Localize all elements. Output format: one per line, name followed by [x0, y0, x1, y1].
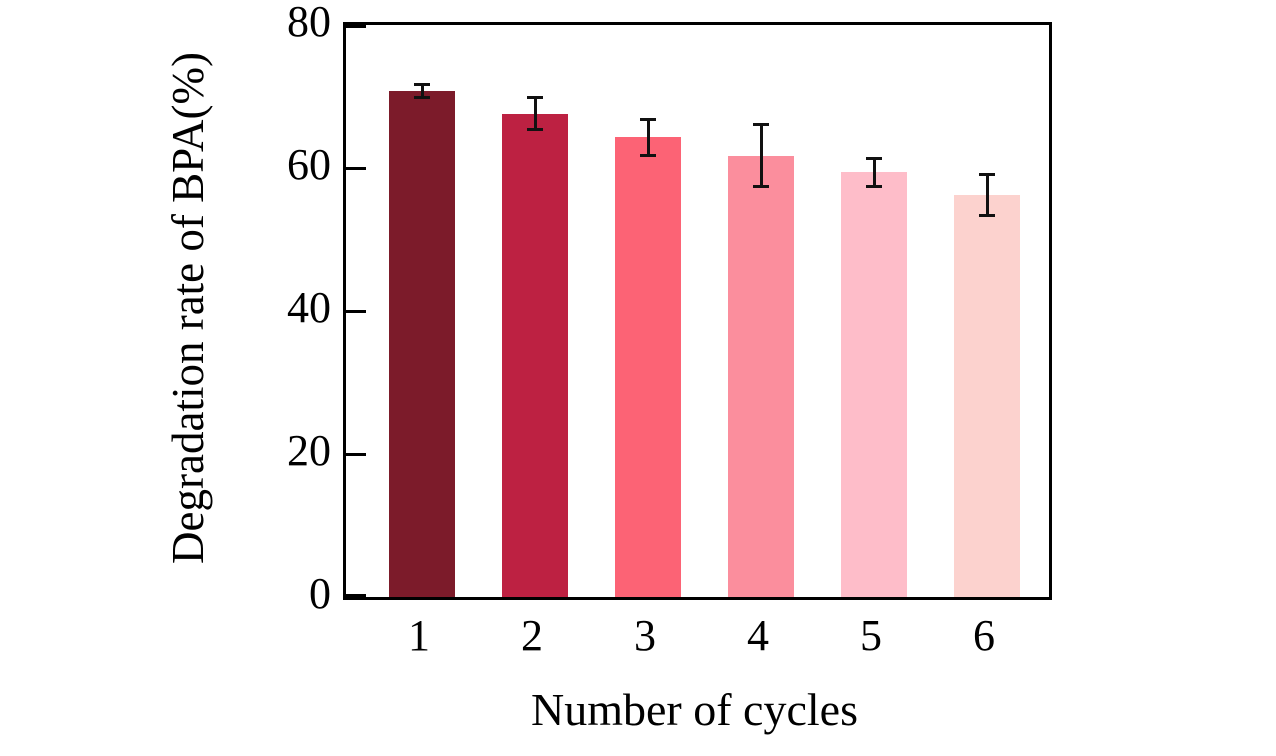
- y-tick-label: 20: [287, 426, 331, 475]
- plot-area: [343, 22, 1052, 600]
- bar: [954, 195, 1020, 597]
- error-bar-cap-bottom: [753, 185, 769, 189]
- error-bar-line: [759, 124, 763, 188]
- error-bar-cap-bottom: [866, 184, 882, 188]
- error-bar-cap-top: [640, 117, 656, 121]
- y-tick-label: 0: [309, 569, 331, 618]
- error-bar-cap-bottom: [527, 128, 543, 132]
- error-bar-line: [646, 118, 650, 156]
- bar: [615, 137, 681, 597]
- y-axis-tick: [346, 25, 366, 28]
- error-bar-cap-top: [527, 96, 543, 100]
- bar: [389, 90, 455, 597]
- error-bar-cap-top: [753, 123, 769, 127]
- x-tick-label: 1: [408, 611, 430, 660]
- x-tick-label: 3: [634, 611, 656, 660]
- y-tick-label: 40: [287, 283, 331, 332]
- error-bar-cap-bottom: [979, 213, 995, 217]
- y-tick-label: 60: [287, 140, 331, 189]
- error-bar-cap-bottom: [414, 95, 430, 99]
- x-axis-title: Number of cycles: [531, 684, 858, 735]
- error-bar-cap-top: [414, 82, 430, 86]
- error-bar-cap-top: [866, 156, 882, 160]
- error-bar-cap-top: [979, 173, 995, 177]
- y-axis-tick: [346, 452, 366, 456]
- y-tick-label: 80: [287, 0, 331, 46]
- x-tick-label: 5: [860, 611, 882, 660]
- x-tick-label: 2: [521, 611, 543, 660]
- bar: [728, 155, 794, 597]
- bar: [841, 172, 907, 597]
- y-axis-tick: [346, 594, 366, 597]
- error-bar-cap-bottom: [640, 153, 656, 157]
- x-tick-label: 4: [747, 611, 769, 660]
- error-bar-line: [533, 97, 537, 131]
- bar: [502, 113, 568, 597]
- y-axis-tick: [346, 309, 366, 313]
- error-bar-line: [872, 157, 876, 187]
- y-axis-tick: [346, 166, 366, 170]
- error-bar-line: [420, 83, 424, 98]
- x-tick-label: 6: [973, 611, 995, 660]
- error-bar-line: [985, 174, 989, 216]
